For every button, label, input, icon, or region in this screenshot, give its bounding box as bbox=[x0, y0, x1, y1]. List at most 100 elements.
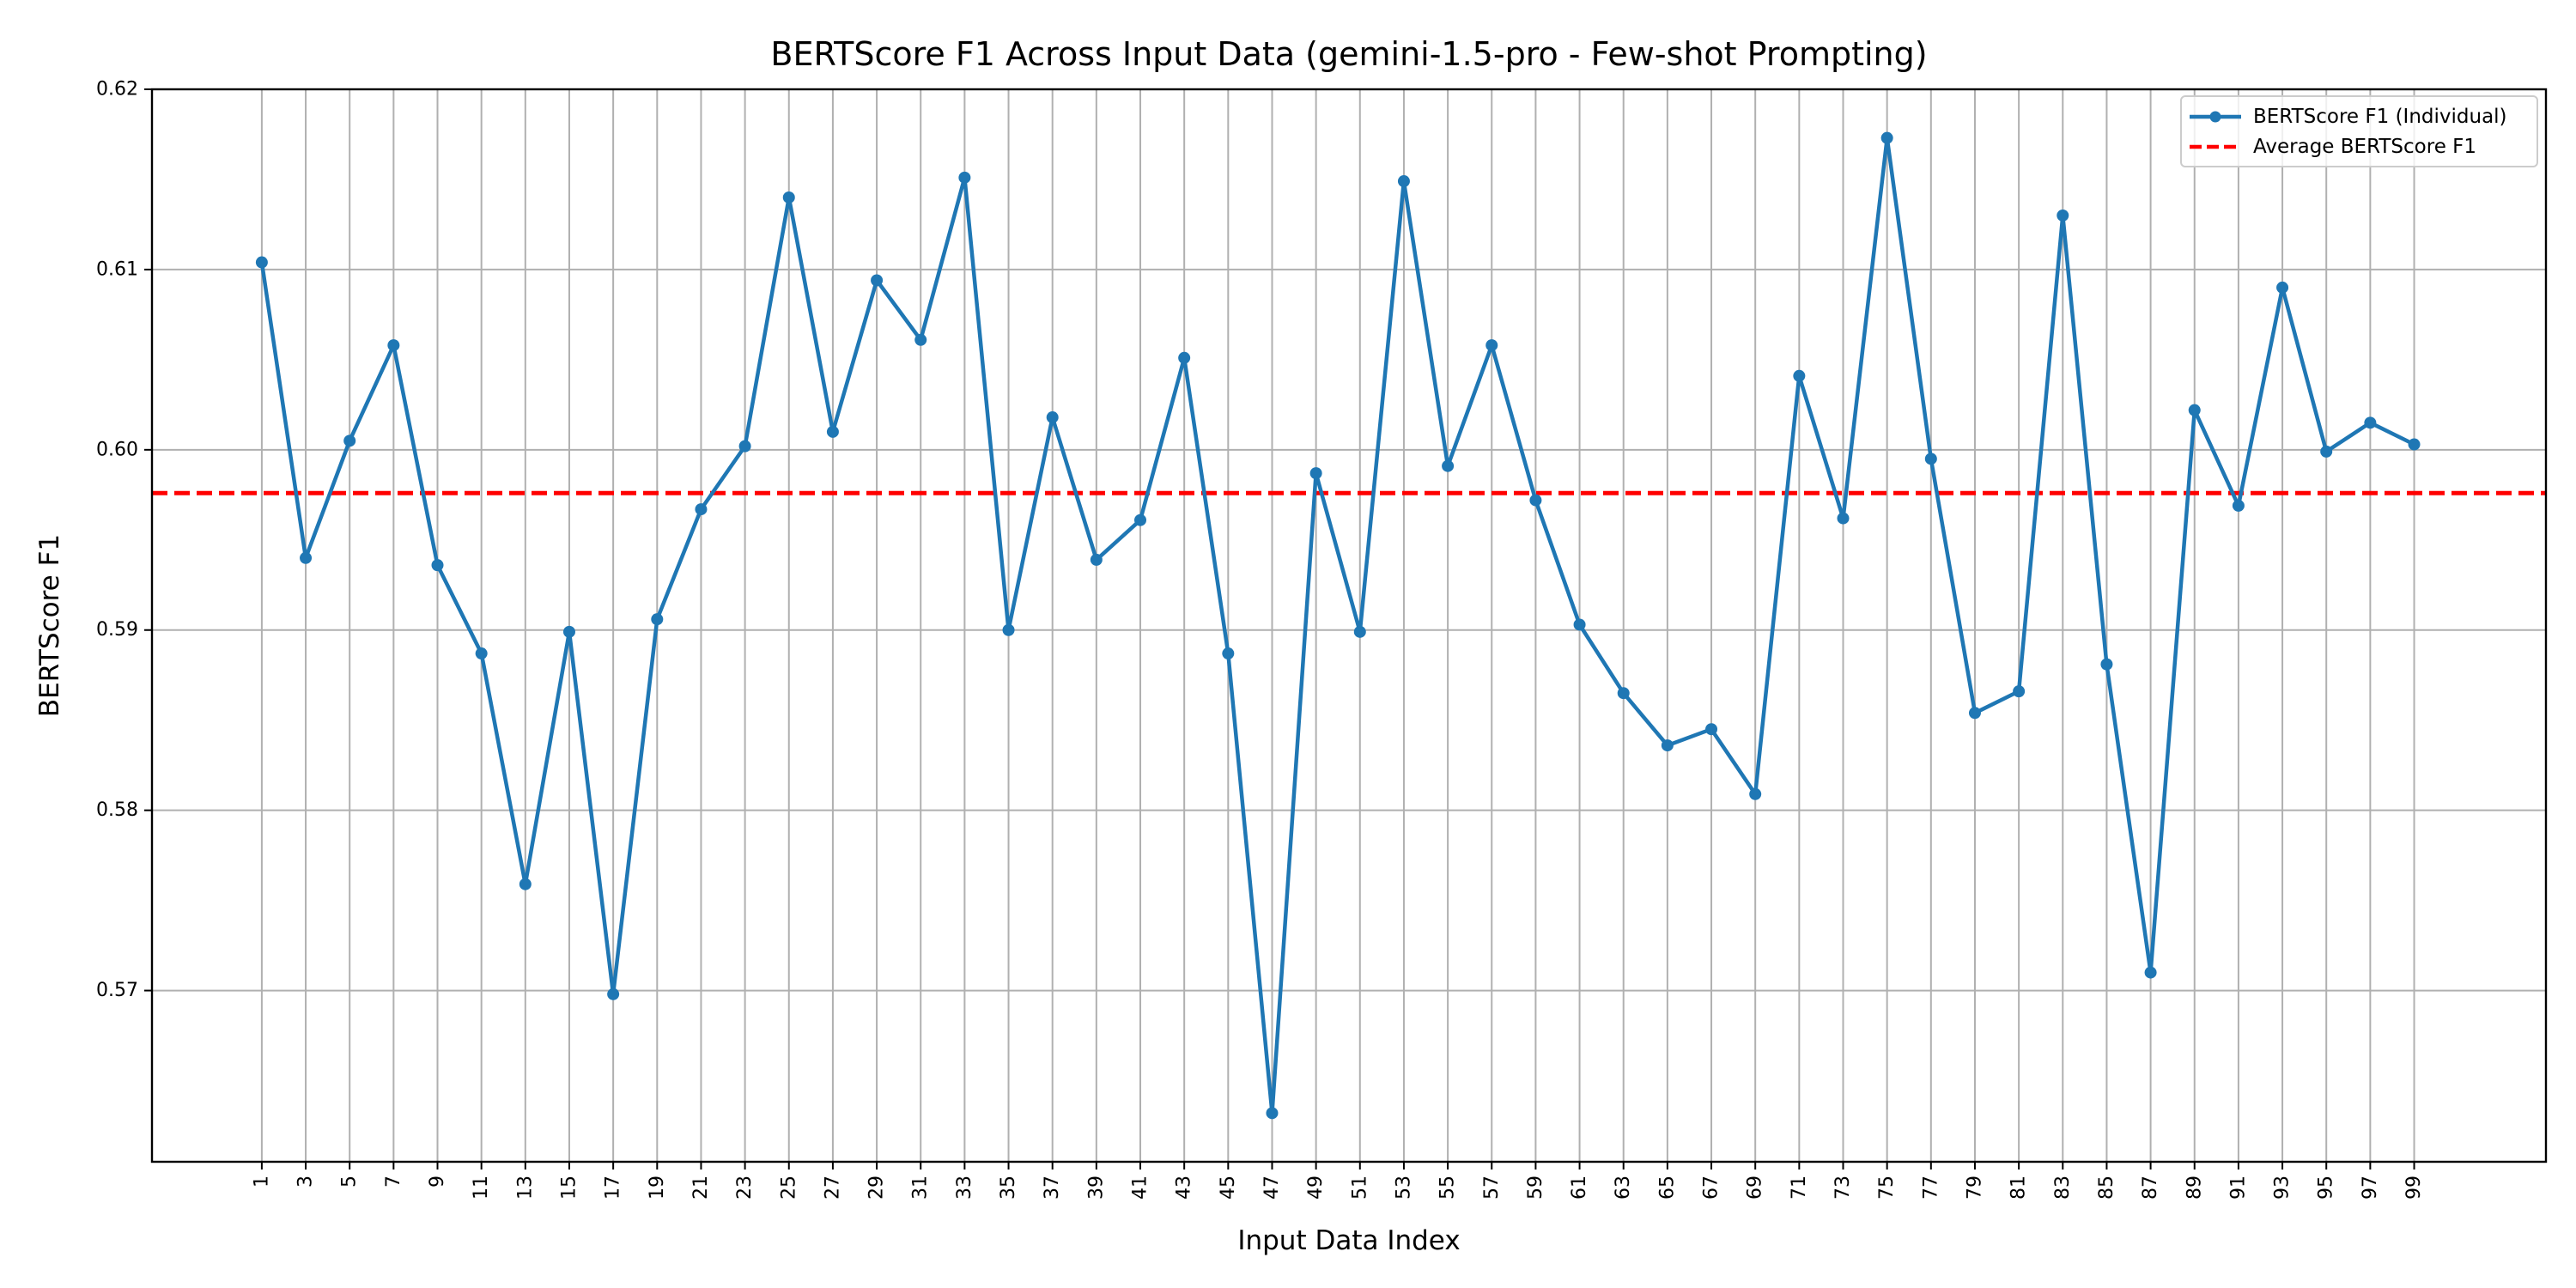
data-point bbox=[2013, 685, 2026, 698]
x-tick-label: 55 bbox=[1437, 1176, 1459, 1200]
x-tick-label: 41 bbox=[1130, 1176, 1151, 1200]
data-point bbox=[1309, 467, 1322, 480]
data-point bbox=[738, 440, 751, 453]
data-point bbox=[826, 425, 839, 438]
data-point bbox=[2276, 281, 2289, 294]
data-point bbox=[871, 274, 884, 287]
x-tick-label: 47 bbox=[1261, 1176, 1283, 1200]
x-axis-label: Input Data Index bbox=[1237, 1225, 1460, 1256]
x-tick-label: 11 bbox=[471, 1176, 492, 1200]
data-point bbox=[1090, 553, 1103, 566]
x-tick-label: 65 bbox=[1656, 1176, 1678, 1200]
x-tick-label: 15 bbox=[558, 1176, 580, 1200]
y-axis-label: BERTScore F1 bbox=[34, 534, 65, 717]
x-tick-label: 31 bbox=[910, 1176, 932, 1200]
chart-title: BERTScore F1 Across Input Data (gemini-1… bbox=[770, 35, 1927, 73]
x-tick-label: 13 bbox=[514, 1176, 536, 1200]
x-tick-label: 17 bbox=[603, 1176, 624, 1200]
data-point bbox=[387, 339, 400, 352]
x-tick-label: 49 bbox=[1305, 1176, 1327, 1200]
data-point bbox=[1924, 453, 1937, 465]
grid-lines bbox=[152, 89, 2546, 1162]
series-layer bbox=[255, 131, 2421, 1120]
data-point bbox=[2232, 499, 2245, 512]
x-tick-label: 61 bbox=[1569, 1176, 1590, 1200]
data-point bbox=[2408, 438, 2421, 451]
data-point bbox=[1222, 647, 1235, 660]
data-point bbox=[343, 434, 356, 447]
x-tick-label: 79 bbox=[1964, 1176, 1985, 1200]
legend: BERTScore F1 (Individual) Average BERTSc… bbox=[2180, 95, 2538, 167]
y-tick-label: 0.62 bbox=[96, 79, 138, 100]
data-point bbox=[958, 171, 971, 184]
x-tick-label: 3 bbox=[295, 1176, 317, 1188]
x-tick-label: 5 bbox=[339, 1176, 361, 1188]
legend-marker-individual bbox=[2209, 111, 2221, 123]
data-point bbox=[519, 878, 532, 890]
data-point bbox=[1880, 131, 1893, 144]
x-tick-label: 85 bbox=[2096, 1176, 2117, 1200]
data-point bbox=[2057, 209, 2069, 222]
data-point bbox=[914, 333, 927, 346]
series-line-individual bbox=[259, 136, 2415, 1115]
x-tick-label: 89 bbox=[2184, 1176, 2205, 1200]
x-tick-label: 99 bbox=[2403, 1176, 2425, 1200]
data-point bbox=[1837, 512, 1850, 525]
x-tick-label: 95 bbox=[2316, 1176, 2337, 1200]
y-tick-label: 0.58 bbox=[96, 799, 138, 821]
x-tick-label: 37 bbox=[1042, 1176, 1063, 1200]
x-tick-label: 1 bbox=[251, 1176, 272, 1188]
legend-label-individual: BERTScore F1 (Individual) bbox=[2253, 106, 2507, 128]
x-tick-label: 51 bbox=[1349, 1176, 1370, 1200]
data-point bbox=[695, 503, 708, 516]
data-point bbox=[651, 613, 664, 626]
x-tick-label: 71 bbox=[1789, 1176, 1810, 1200]
x-tick-label: 35 bbox=[998, 1176, 1019, 1200]
data-point bbox=[1134, 513, 1147, 526]
data-point bbox=[1353, 625, 1366, 638]
data-point bbox=[1485, 339, 1498, 352]
x-tick-label: 21 bbox=[690, 1176, 712, 1200]
x-tick-label: 59 bbox=[1525, 1176, 1546, 1200]
x-tick-label: 75 bbox=[1876, 1176, 1898, 1200]
data-point bbox=[1573, 618, 1586, 631]
data-point bbox=[1442, 459, 1455, 472]
x-tick-label: 93 bbox=[2272, 1176, 2293, 1200]
y-tick-label: 0.59 bbox=[96, 619, 138, 641]
data-point bbox=[2188, 404, 2201, 416]
x-tick-label: 63 bbox=[1613, 1176, 1634, 1200]
legend-label-average: Average BERTScore F1 bbox=[2253, 136, 2476, 158]
data-point bbox=[1705, 723, 1718, 736]
x-tick-label: 77 bbox=[1920, 1176, 1941, 1200]
x-tick-label: 33 bbox=[954, 1176, 975, 1200]
y-ticks: 0.57 0.58 0.59 0.60 0.61 0.62 bbox=[96, 79, 152, 1001]
x-tick-label: 7 bbox=[383, 1176, 404, 1188]
x-tick-label: 53 bbox=[1393, 1176, 1414, 1200]
data-point bbox=[1968, 707, 1981, 720]
x-tick-label: 19 bbox=[647, 1176, 668, 1200]
x-tick-label: 67 bbox=[1701, 1176, 1722, 1200]
data-point bbox=[475, 647, 488, 660]
data-point bbox=[782, 191, 795, 204]
data-point bbox=[607, 987, 620, 1000]
data-point bbox=[2144, 966, 2157, 979]
x-tick-label: 27 bbox=[822, 1176, 843, 1200]
data-point bbox=[1002, 623, 1015, 636]
x-tick-label: 57 bbox=[1481, 1176, 1503, 1200]
legend-box bbox=[2180, 95, 2538, 167]
x-tick-label: 29 bbox=[866, 1176, 888, 1200]
x-tick-label: 83 bbox=[2052, 1176, 2074, 1200]
y-tick-label: 0.60 bbox=[96, 439, 138, 460]
data-point bbox=[1793, 369, 1806, 382]
y-tick-label: 0.61 bbox=[96, 258, 138, 280]
x-ticks: 1 3 5 7 9 11 13 15 17 19 21 23 25 27 29 31 33 35 37 39 41 43 4… bbox=[251, 1162, 2425, 1200]
data-point bbox=[1266, 1107, 1279, 1120]
x-tick-label: 43 bbox=[1174, 1176, 1195, 1200]
x-tick-label: 69 bbox=[1745, 1176, 1766, 1200]
x-tick-label: 25 bbox=[778, 1176, 799, 1200]
x-tick-label: 23 bbox=[734, 1176, 756, 1200]
data-point bbox=[1046, 411, 1059, 424]
x-tick-label: 39 bbox=[1085, 1176, 1107, 1200]
data-point bbox=[1661, 739, 1674, 752]
